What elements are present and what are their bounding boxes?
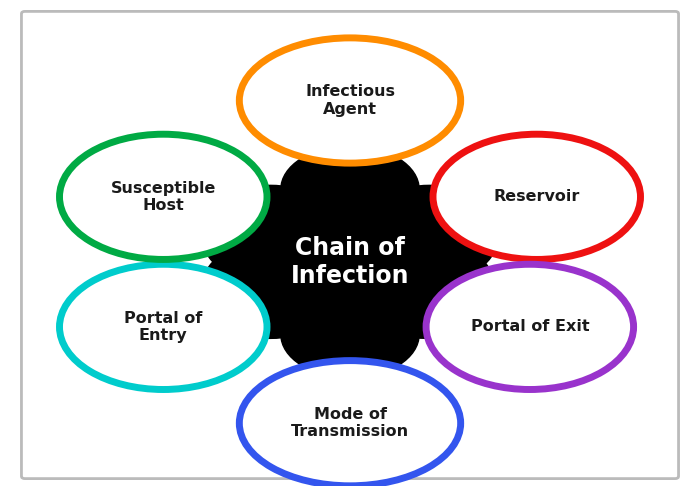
Text: Chain of
Infection: Chain of Infection	[290, 236, 410, 288]
Ellipse shape	[367, 244, 495, 338]
Text: Susceptible
Host: Susceptible Host	[111, 181, 216, 213]
Ellipse shape	[202, 185, 330, 280]
Ellipse shape	[60, 264, 267, 390]
Ellipse shape	[433, 134, 640, 259]
Text: Infectious
Agent: Infectious Agent	[305, 84, 395, 117]
Ellipse shape	[202, 244, 330, 339]
Text: Reservoir: Reservoir	[494, 189, 580, 204]
FancyBboxPatch shape	[22, 11, 678, 479]
Ellipse shape	[281, 291, 419, 378]
Ellipse shape	[60, 264, 267, 390]
Ellipse shape	[370, 185, 498, 280]
Text: Portal of
Entry: Portal of Entry	[124, 311, 202, 343]
Ellipse shape	[426, 264, 634, 390]
Ellipse shape	[60, 134, 267, 259]
Ellipse shape	[239, 38, 461, 163]
Ellipse shape	[253, 161, 447, 363]
Ellipse shape	[239, 38, 461, 163]
Ellipse shape	[281, 146, 419, 233]
Ellipse shape	[426, 264, 634, 390]
Ellipse shape	[433, 134, 640, 259]
Text: Mode of
Transmission: Mode of Transmission	[291, 407, 409, 440]
Ellipse shape	[60, 134, 267, 259]
Text: Portal of Exit: Portal of Exit	[470, 319, 589, 334]
Ellipse shape	[239, 361, 461, 486]
Ellipse shape	[239, 361, 461, 486]
